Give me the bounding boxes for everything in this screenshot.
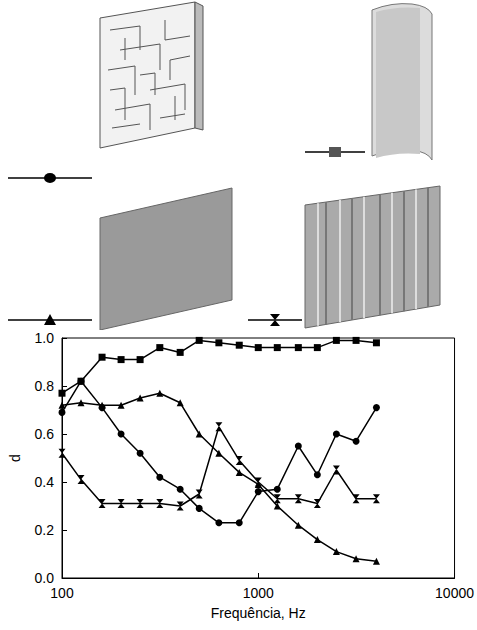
svg-text:1.0: 1.0	[35, 330, 55, 346]
svg-text:100: 100	[50, 585, 74, 601]
svg-text:0.4: 0.4	[35, 474, 55, 490]
svg-text:0.6: 0.6	[35, 426, 55, 442]
svg-text:10000: 10000	[435, 585, 474, 601]
svg-text:0.0: 0.0	[35, 570, 55, 586]
svg-text:0.2: 0.2	[35, 522, 55, 538]
svg-text:d: d	[7, 454, 23, 462]
svg-text:Frequência, Hz: Frequência, Hz	[211, 605, 306, 621]
svg-text:0.8: 0.8	[35, 378, 55, 394]
svg-text:1000: 1000	[243, 585, 274, 601]
